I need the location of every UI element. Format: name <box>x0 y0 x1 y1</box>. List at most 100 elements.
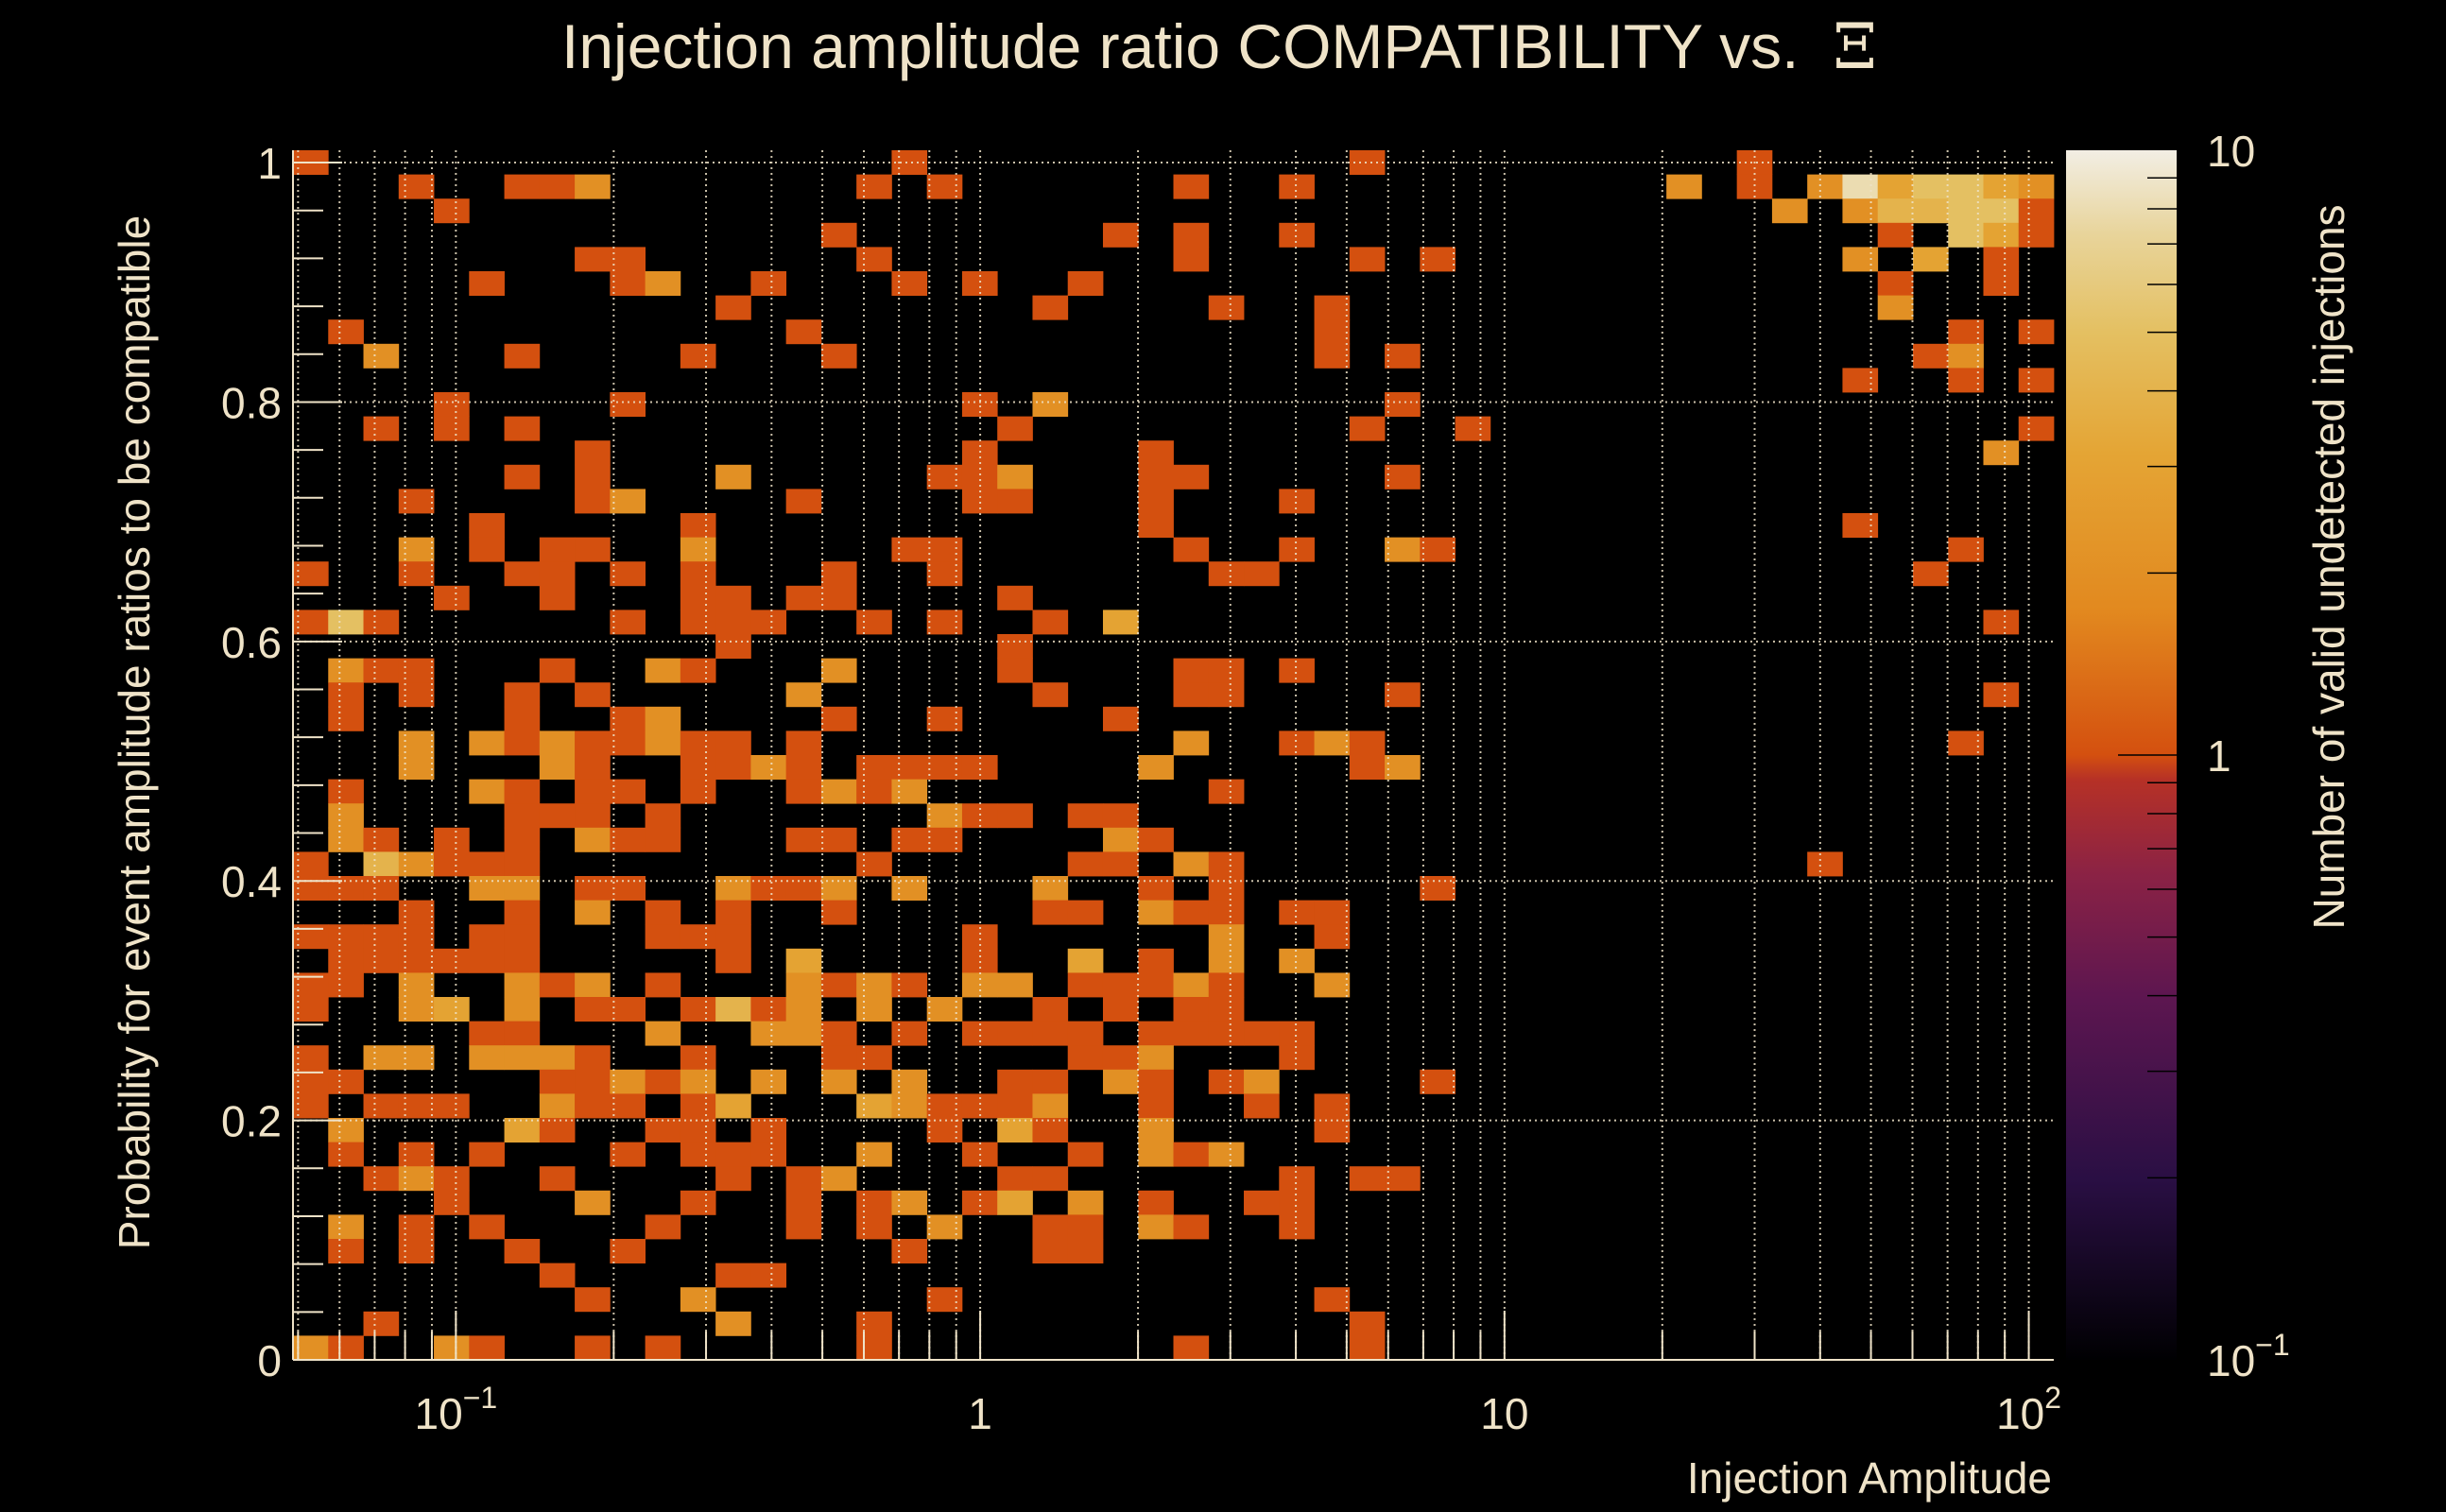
heatmap-cell <box>680 1287 716 1313</box>
heatmap-cell <box>645 827 681 852</box>
heatmap-cell <box>1385 1166 1421 1192</box>
heatmap-cell <box>785 827 822 852</box>
heatmap-cell <box>1173 247 1210 272</box>
heatmap-cell <box>1138 464 1174 490</box>
heatmap-cell <box>750 1118 787 1143</box>
heatmap-cell <box>1067 1239 1104 1263</box>
heatmap-cell <box>610 247 646 272</box>
heatmap-cell <box>1173 900 1210 925</box>
heatmap-cell <box>398 948 435 973</box>
heatmap-cell <box>785 948 822 973</box>
heatmap-cell <box>1102 851 1139 877</box>
heatmap-cell <box>363 1093 400 1119</box>
heatmap-cell <box>856 1311 892 1336</box>
heatmap-cell <box>891 1069 928 1094</box>
heatmap-cell <box>856 972 892 998</box>
heatmap-cell <box>610 730 646 756</box>
heatmap-cell <box>1279 948 1315 973</box>
heatmap-cell <box>715 948 751 973</box>
heatmap-cell <box>398 755 435 780</box>
heatmap-cell <box>1983 247 2020 272</box>
heatmap-cell <box>785 779 822 804</box>
heatmap-cell <box>997 1166 1033 1192</box>
heatmap-cell <box>1067 1045 1104 1071</box>
heatmap-cell <box>785 1166 822 1192</box>
heatmap-cell <box>785 319 822 345</box>
heatmap-cell <box>997 416 1033 441</box>
heatmap-cell <box>363 658 400 683</box>
heatmap-cell <box>785 997 822 1022</box>
heatmap-cell <box>2018 222 2055 248</box>
heatmap-cell <box>1208 900 1245 925</box>
heatmap-cell <box>997 972 1033 998</box>
heatmap-cell <box>1102 1069 1139 1094</box>
heatmap-cell <box>785 730 822 756</box>
heatmap-cell <box>715 900 751 925</box>
heatmap-cell <box>997 1118 1033 1143</box>
heatmap-cell <box>750 610 787 635</box>
heatmap-cell <box>504 1045 541 1071</box>
heatmap-cell <box>1067 972 1104 998</box>
heatmap-cell <box>1244 1190 1280 1215</box>
heatmap-cell <box>1279 1214 1315 1240</box>
heatmap-cell <box>1279 537 1315 562</box>
heatmap-cell <box>1032 1214 1069 1240</box>
heatmap-cell <box>1912 247 1949 272</box>
heatmap-cell <box>1349 1166 1386 1192</box>
heatmap-cell <box>1032 1118 1069 1143</box>
heatmap-cell <box>820 658 857 683</box>
heatmap-cell <box>1067 851 1104 877</box>
heatmap-cell <box>504 900 541 925</box>
heatmap-cell <box>1877 222 1914 248</box>
heatmap-cell <box>1279 1045 1315 1071</box>
heatmap-cell <box>1032 392 1069 417</box>
heatmap-cell <box>1173 537 1210 562</box>
heatmap-cell <box>469 537 505 562</box>
heatmap-cell <box>575 440 611 466</box>
heatmap-cell <box>1349 1335 1386 1361</box>
heatmap-cell <box>1385 682 1421 708</box>
y-tick-label: 0 <box>257 1336 282 1385</box>
heatmap-cell <box>1314 319 1351 345</box>
y-tick-label: 0.4 <box>221 857 282 906</box>
heatmap-cell <box>645 1069 681 1094</box>
heatmap-cell <box>1420 537 1456 562</box>
heatmap-cell <box>434 1093 470 1119</box>
y-tick-label: 0.6 <box>221 618 282 667</box>
heatmap-cell <box>575 537 611 562</box>
heatmap-cell <box>680 537 716 562</box>
y-tick-label: 0.2 <box>221 1097 282 1146</box>
heatmap-cell <box>1067 803 1104 829</box>
heatmap-cell <box>680 561 716 587</box>
heatmap-cells <box>293 150 2055 1361</box>
heatmap-cell <box>891 1239 928 1263</box>
heatmap-cell <box>1067 1142 1104 1167</box>
heatmap-cell <box>785 876 822 901</box>
colorbar-label: Number of valid undetected injections <box>2304 204 2353 929</box>
heatmap-cell <box>856 851 892 877</box>
heatmap-cell <box>575 464 611 490</box>
heatmap-cell <box>750 1069 787 1094</box>
heatmap-cell <box>750 1142 787 1167</box>
heatmap-cell <box>575 1069 611 1094</box>
heatmap-cell <box>1173 658 1210 683</box>
heatmap-cell <box>504 343 541 369</box>
heatmap-cell <box>469 948 505 973</box>
heatmap-cell <box>363 876 400 901</box>
heatmap-cell <box>1314 343 1351 369</box>
heatmap-cell <box>504 948 541 973</box>
heatmap-cell <box>891 779 928 804</box>
heatmap-cell <box>680 1093 716 1119</box>
heatmap-cell <box>820 706 857 731</box>
heatmap-cell <box>328 1069 364 1094</box>
heatmap-cell <box>434 948 470 973</box>
heatmap-cell <box>398 851 435 877</box>
heatmap-cell <box>504 1118 541 1143</box>
heatmap-cell <box>856 1214 892 1240</box>
heatmap-cell <box>891 1093 928 1119</box>
x-tick-label: 10 <box>1480 1389 1528 1438</box>
heatmap-cell <box>1138 948 1174 973</box>
heatmap-cell <box>1102 706 1139 731</box>
heatmap-cell <box>610 1069 646 1094</box>
heatmap-cell <box>1102 803 1139 829</box>
